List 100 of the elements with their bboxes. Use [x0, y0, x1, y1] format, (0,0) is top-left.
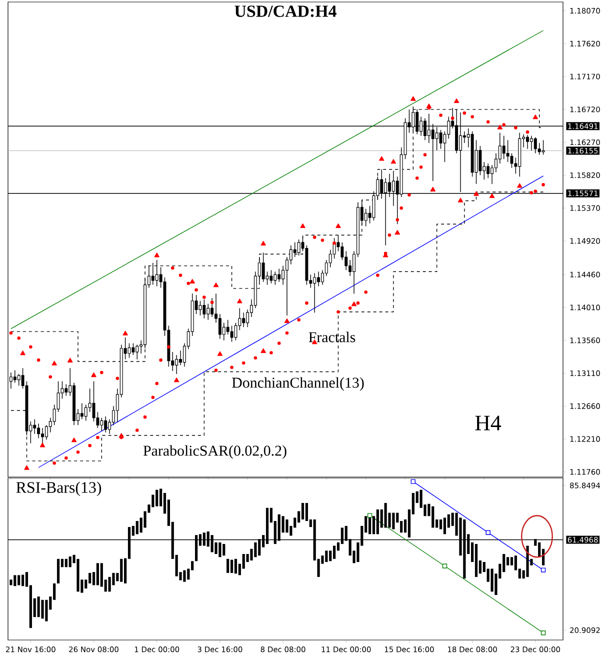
candlestick: [17, 374, 20, 386]
point: [174, 378, 180, 382]
point: [40, 442, 46, 448]
candlestick: [274, 271, 277, 286]
bar: [37, 596, 40, 618]
candlestick: [155, 260, 158, 287]
bar: [136, 521, 138, 534]
candlestick: [439, 130, 442, 150]
point: [260, 348, 266, 353]
point: [532, 114, 538, 120]
bar: [56, 558, 60, 584]
bar: [474, 544, 478, 577]
point: [237, 298, 242, 304]
bar: [325, 550, 328, 562]
point: [486, 530, 490, 535]
point: [217, 351, 223, 356]
point: [454, 98, 460, 104]
candlestick: [210, 298, 214, 318]
point: [394, 230, 400, 235]
chart-title: RSI-Bars(13): [16, 482, 102, 496]
point: [410, 479, 416, 484]
point: [336, 223, 341, 228]
point: [24, 465, 30, 470]
bar: [234, 558, 238, 574]
bar: [230, 560, 234, 573]
candlestick: [206, 303, 210, 320]
bar: [443, 518, 446, 534]
bar: [226, 558, 230, 573]
candlestick: [226, 320, 230, 335]
point: [20, 350, 26, 356]
point: [71, 438, 77, 442]
point: [497, 124, 503, 130]
candlestick: [502, 135, 506, 160]
bar: [432, 506, 434, 528]
bar: [108, 576, 111, 592]
annotation: DonchianChannel(13): [232, 377, 364, 391]
point: [540, 568, 546, 572]
candlestick: [202, 299, 206, 319]
bar: [76, 558, 80, 592]
candlestick: [317, 271, 320, 287]
candlestick: [538, 142, 541, 156]
candlestick: [13, 370, 16, 384]
bar: [333, 546, 336, 559]
candlestick: [64, 384, 68, 396]
annotation: H4: [475, 416, 502, 430]
bar: [64, 558, 68, 568]
point: [458, 198, 464, 202]
bar: [384, 502, 387, 528]
annotation: ParabolicSAR(0.02,0.2): [143, 445, 286, 459]
candlestick: [278, 268, 281, 282]
bar: [96, 563, 100, 586]
candlestick: [486, 163, 490, 178]
candlestick: [84, 404, 88, 422]
bar: [18, 575, 20, 586]
candlestick: [33, 418, 36, 434]
bar: [120, 558, 123, 582]
bar: [222, 544, 226, 556]
point: [351, 302, 357, 306]
candlestick: [100, 417, 104, 432]
point: [284, 318, 290, 323]
point: [52, 360, 57, 366]
point: [118, 433, 124, 438]
point: [367, 513, 372, 518]
bar: [526, 546, 529, 577]
candlestick: [128, 342, 131, 358]
point: [300, 223, 306, 228]
bar: [218, 542, 222, 558]
bar: [392, 512, 395, 530]
candlestick: [270, 270, 273, 284]
candlestick: [242, 312, 246, 328]
candlestick: [344, 250, 348, 271]
bar: [286, 519, 288, 533]
candlestick: [222, 322, 226, 341]
candlestick: [234, 322, 238, 341]
bar: [254, 542, 257, 558]
point: [426, 104, 432, 108]
candlestick: [293, 242, 296, 258]
point: [154, 252, 160, 258]
point: [442, 564, 448, 568]
point: [379, 156, 384, 161]
candlestick: [37, 423, 40, 439]
point: [410, 96, 416, 101]
candlestick: [132, 342, 135, 356]
candlestick: [313, 272, 316, 313]
point: [430, 186, 436, 192]
candlestick: [478, 146, 482, 176]
point: [122, 330, 128, 336]
bar: [490, 568, 494, 592]
candlestick: [198, 300, 202, 316]
candlestick: [80, 402, 84, 420]
bar: [301, 502, 304, 520]
candlestick: [542, 140, 545, 156]
candlestick: [151, 262, 154, 286]
point: [91, 372, 96, 378]
bar: [14, 575, 16, 586]
chart-title: USD/CAD:H4: [234, 6, 336, 18]
point: [190, 278, 195, 284]
candlestick: [230, 325, 234, 342]
candlestick: [530, 135, 533, 151]
point: [260, 240, 266, 246]
